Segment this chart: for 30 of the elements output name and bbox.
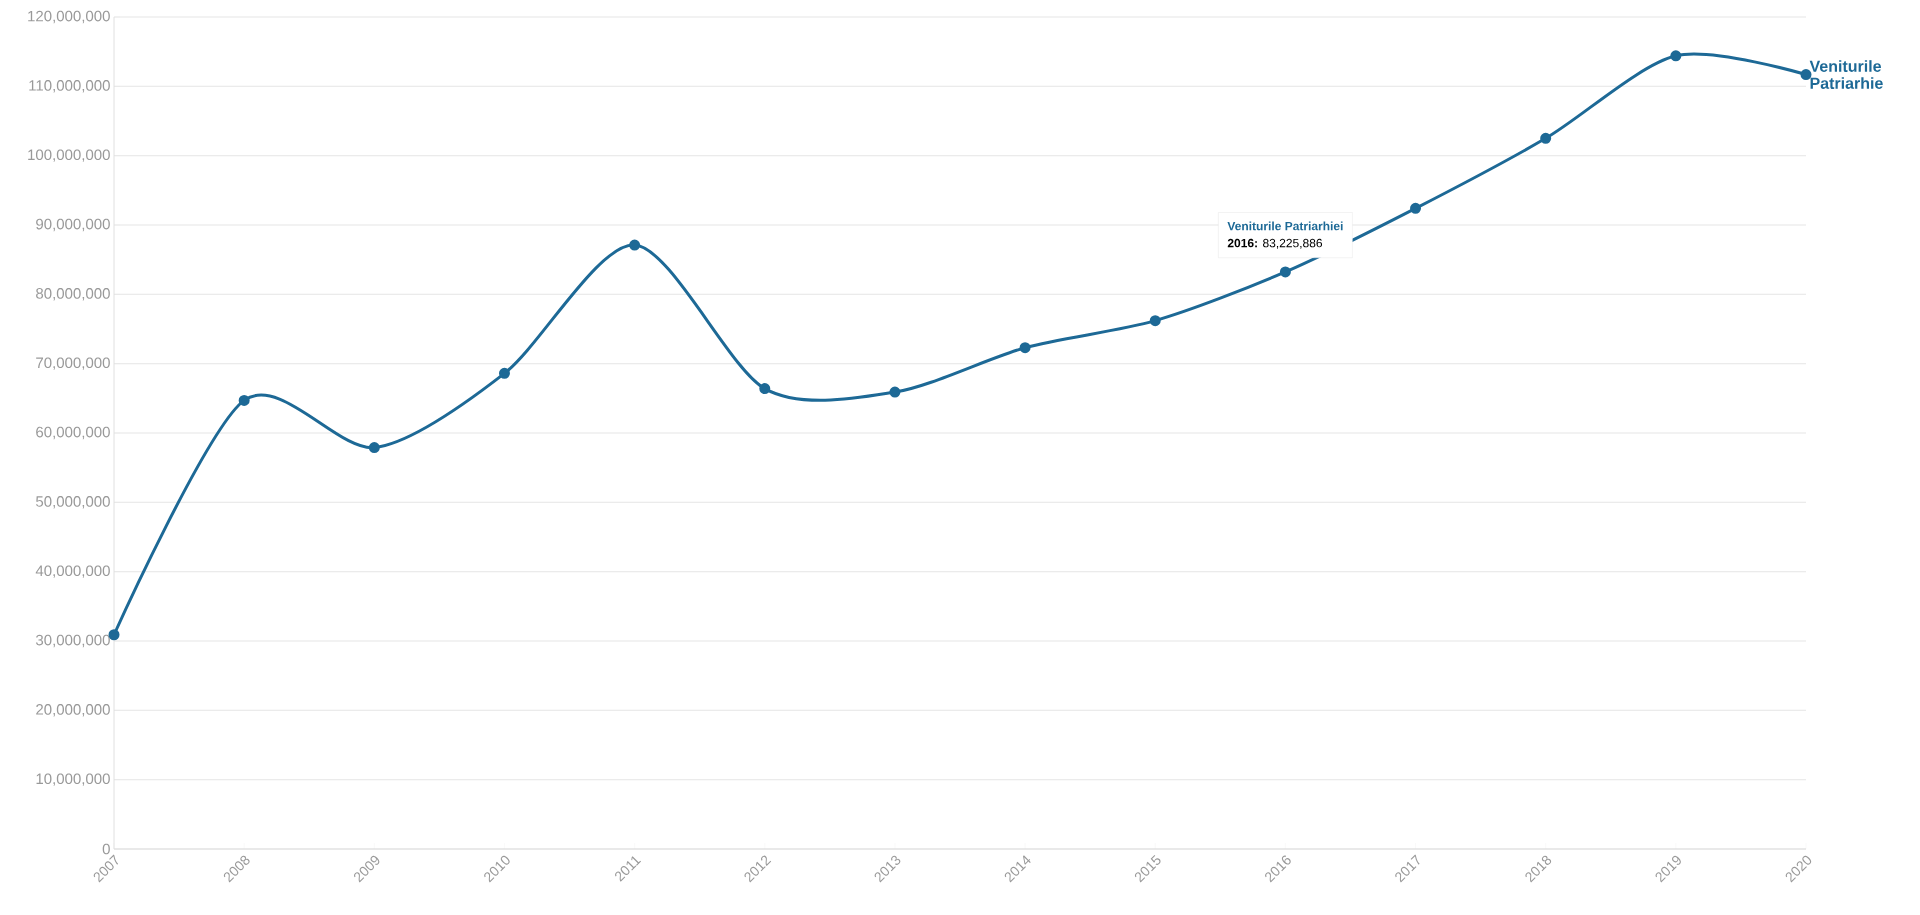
point (1279, 266, 1291, 278)
y-tick-label: 60,000,000 (36, 426, 110, 440)
y-tick-label: 80,000,000 (36, 288, 110, 301)
y-tick-label: 10,000,000 (36, 773, 110, 786)
point (108, 629, 120, 641)
y-tick-label: 100,000,000 (28, 149, 110, 162)
series-label: Veniturile Patriarhie (1809, 60, 1883, 89)
point (759, 383, 771, 395)
point (1149, 315, 1161, 327)
point (368, 442, 380, 454)
y-tick-label: 70,000,000 (36, 357, 110, 370)
point (1540, 132, 1552, 144)
point (1410, 202, 1422, 214)
y-tick-label: 50,000,000 (36, 496, 110, 509)
y-tick-label: 20,000,000 (36, 704, 110, 717)
point (498, 367, 510, 379)
point (629, 239, 641, 251)
annotation: 2016: 83,225,886 (1227, 238, 1323, 249)
point (238, 394, 250, 406)
point (1019, 342, 1031, 354)
y-tick-label: 90,000,000 (36, 218, 110, 232)
point (1670, 50, 1682, 62)
y-tick-label: 40,000,000 (35, 565, 110, 578)
y-tick-label: 0 (102, 843, 110, 855)
point (1800, 69, 1812, 81)
y-tick-label: 30,000,000 (35, 634, 110, 648)
point (889, 386, 901, 398)
annotation: Veniturile Patriarhiei (1227, 221, 1343, 231)
y-tick-label: 120,000,000 (28, 10, 110, 24)
y-tick-label: 110,000,000 (29, 80, 110, 93)
